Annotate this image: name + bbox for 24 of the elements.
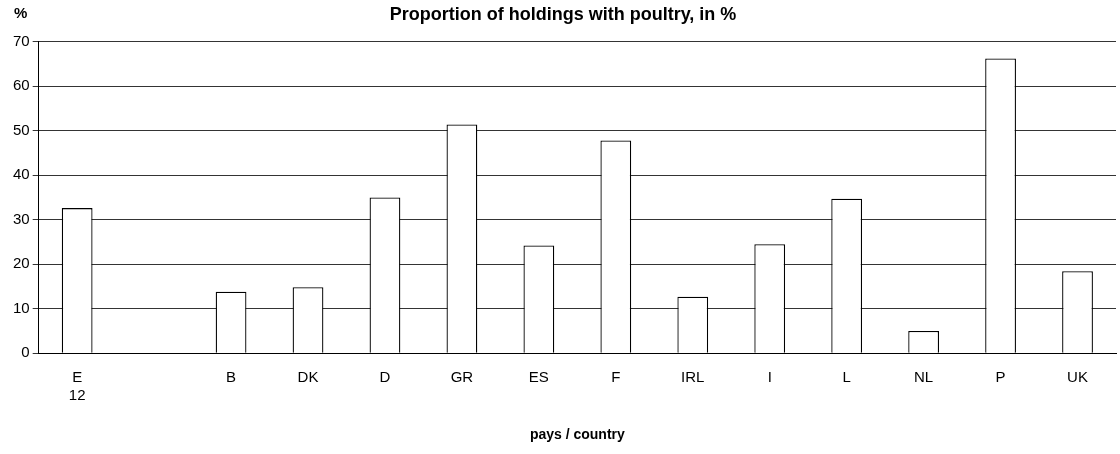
y-tick-label: 30 — [13, 209, 30, 227]
x-tick-label: NL — [914, 368, 934, 386]
y-tick-label: 50 — [13, 120, 30, 138]
y-tick-label: 70 — [13, 31, 30, 49]
x-tick-label: UK — [1067, 368, 1088, 386]
x-tick-label: DK — [297, 368, 319, 386]
x-tick-label: L — [842, 368, 851, 386]
y-tick-label: 10 — [13, 298, 30, 316]
x-tick-label: B — [226, 368, 237, 386]
y-axis-title: % — [14, 4, 28, 22]
y-tick-label: 40 — [13, 165, 30, 183]
y-tick-label: 20 — [13, 254, 30, 272]
y-tick-label: 60 — [13, 76, 30, 94]
x-tick-label: P — [995, 368, 1006, 386]
x-tick-label: GR — [450, 368, 474, 386]
y-tick-label: 0 — [21, 343, 30, 361]
x-axis-title: pays / country — [529, 426, 626, 443]
x-tick-label: I — [767, 368, 772, 386]
x-tick-label: F — [611, 368, 621, 386]
x-tick-label: D — [379, 368, 391, 386]
x-tick-label: ES — [528, 368, 549, 386]
x-tick-label: E 12 — [68, 368, 86, 404]
chart-title: Proportion of holdings with poultry, in % — [389, 3, 737, 24]
x-tick-label: IRL — [681, 368, 705, 386]
